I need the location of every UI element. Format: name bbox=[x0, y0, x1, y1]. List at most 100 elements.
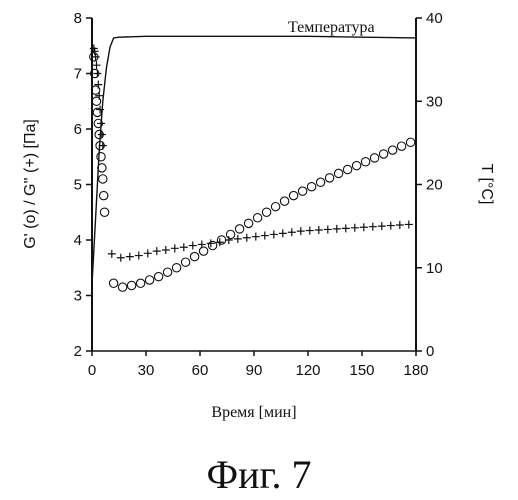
g-prime-point bbox=[316, 178, 324, 186]
g-double-prime-point bbox=[243, 234, 251, 242]
g-double-prime-point bbox=[144, 249, 152, 257]
y-right-tick-label: 30 bbox=[426, 93, 443, 110]
g-prime-point bbox=[154, 272, 162, 280]
g-prime-point bbox=[181, 258, 189, 266]
y-left-ticks: 2 3 4 5 6 7 8 bbox=[74, 10, 92, 360]
y-left-tick-label: 8 bbox=[74, 10, 82, 27]
g-prime-point bbox=[397, 142, 405, 150]
g-prime-point bbox=[370, 154, 378, 162]
g-prime-point bbox=[163, 268, 171, 276]
x-ticks: 0 30 60 90 120 150 180 bbox=[88, 351, 429, 379]
g-prime-point bbox=[253, 214, 261, 222]
g-double-prime-point bbox=[153, 247, 161, 255]
g-prime-point bbox=[109, 279, 117, 287]
g-prime-point bbox=[280, 197, 288, 205]
g-double-prime-point bbox=[108, 250, 116, 258]
g-double-prime-point bbox=[97, 119, 105, 127]
g-prime-point bbox=[136, 279, 144, 287]
g-prime-point bbox=[343, 165, 351, 173]
x-tick-label: 30 bbox=[138, 362, 155, 379]
g-double-prime-point bbox=[369, 223, 377, 231]
g-prime-point bbox=[379, 150, 387, 158]
g-double-prime-point bbox=[162, 246, 170, 254]
g-double-prime-point bbox=[342, 224, 350, 232]
y-right-tick-label: 0 bbox=[426, 343, 434, 360]
g-double-prime-point bbox=[180, 243, 188, 251]
g-double-prime-point bbox=[126, 253, 134, 261]
g-prime-point bbox=[100, 208, 108, 216]
g-prime-point bbox=[199, 247, 207, 255]
g-prime-point bbox=[244, 219, 252, 227]
g-prime-point bbox=[97, 153, 105, 161]
g-double-prime-point bbox=[315, 226, 323, 234]
y-left-tick-label: 7 bbox=[74, 66, 82, 83]
g-prime-point bbox=[307, 183, 315, 191]
g-prime-point bbox=[172, 264, 180, 272]
g-prime-point bbox=[289, 191, 297, 199]
g-double-prime-point bbox=[252, 233, 260, 241]
g-double-prime-point bbox=[288, 228, 296, 236]
x-axis-title: Время [мин] bbox=[211, 404, 296, 421]
g-double-prime-point bbox=[98, 131, 106, 139]
g-double-prime-point bbox=[351, 224, 359, 232]
g-double-prime-point bbox=[297, 227, 305, 235]
g-prime-point bbox=[100, 191, 108, 199]
g-double-prime-point bbox=[405, 220, 413, 228]
g-prime-point bbox=[271, 203, 279, 211]
x-tick-label: 180 bbox=[403, 362, 428, 379]
g-double-prime-point bbox=[261, 232, 269, 240]
legend-label-temperature: Температура bbox=[288, 19, 375, 36]
g-double-prime-point bbox=[171, 244, 179, 252]
figure-caption: Фиг. 7 bbox=[207, 452, 312, 497]
g-prime-point bbox=[325, 174, 333, 182]
x-tick-label: 60 bbox=[192, 362, 209, 379]
g-double-prime-point bbox=[306, 227, 314, 235]
y-right-ticks: 0 10 20 30 40 bbox=[416, 10, 443, 360]
y-axis-left-title: G' (o) / G'' (+) [Па] bbox=[22, 119, 39, 249]
y-right-tick-label: 10 bbox=[426, 260, 443, 277]
g-double-prime-point bbox=[378, 222, 386, 230]
g-prime-point bbox=[388, 146, 396, 154]
y-left-tick-label: 4 bbox=[74, 232, 82, 249]
g-double-prime-point bbox=[94, 81, 102, 89]
g-prime-point bbox=[262, 208, 270, 216]
g-prime-point bbox=[235, 225, 243, 233]
y-left-tick-label: 5 bbox=[74, 177, 82, 194]
g-double-prime-point bbox=[225, 236, 233, 244]
g-prime-point bbox=[406, 138, 414, 146]
g-double-prime-point bbox=[189, 242, 197, 250]
x-tick-label: 0 bbox=[88, 362, 96, 379]
g-double-prime-point bbox=[360, 223, 368, 231]
g-prime-point bbox=[217, 236, 225, 244]
g-prime-point bbox=[352, 161, 360, 169]
y-left-tick-label: 2 bbox=[74, 343, 82, 360]
g-double-prime-point bbox=[93, 70, 101, 78]
g-prime-point bbox=[145, 276, 153, 284]
g-double-prime-point bbox=[387, 222, 395, 230]
g-prime-point bbox=[99, 175, 107, 183]
g-double-prime-point bbox=[93, 61, 101, 69]
y-left-tick-label: 3 bbox=[74, 288, 82, 305]
g-prime-point bbox=[298, 187, 306, 195]
g-prime-point bbox=[190, 252, 198, 260]
g-double-prime-point bbox=[333, 225, 341, 233]
temperature-line bbox=[92, 36, 416, 284]
g-double-prime-point bbox=[324, 225, 332, 233]
y-right-tick-label: 20 bbox=[426, 177, 443, 194]
g-prime-point bbox=[118, 283, 126, 291]
g-prime-point bbox=[334, 169, 342, 177]
y-left-tick-label: 6 bbox=[74, 121, 82, 138]
x-tick-label: 150 bbox=[349, 362, 374, 379]
y-axis-right-title: T [°C] bbox=[478, 164, 495, 205]
g-prime-point bbox=[361, 158, 369, 166]
series-temperature bbox=[92, 36, 416, 284]
g-prime-point bbox=[127, 281, 135, 289]
g-double-prime-point bbox=[95, 92, 103, 100]
y-right-tick-label: 40 bbox=[426, 10, 443, 27]
x-tick-label: 120 bbox=[295, 362, 320, 379]
g-double-prime-point bbox=[270, 230, 278, 238]
g-prime-point bbox=[226, 230, 234, 238]
plot-area bbox=[92, 18, 416, 351]
x-tick-label: 90 bbox=[246, 362, 263, 379]
